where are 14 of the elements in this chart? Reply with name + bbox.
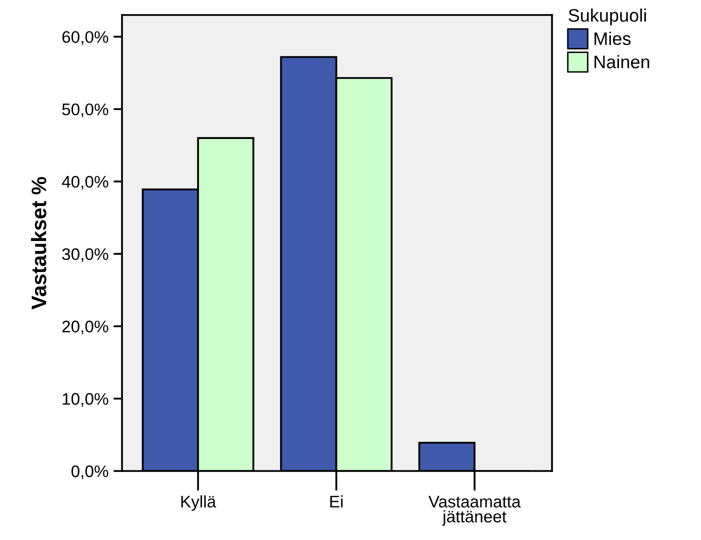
y-tick-label: 0,0%	[71, 465, 108, 480]
x-tick-label: Kyllä	[181, 495, 216, 511]
y-tick-label: 50,0%	[62, 103, 108, 118]
y-axis-title: Vastaukset %	[31, 176, 46, 310]
y-tick-label: 20,0%	[62, 320, 108, 334]
y-tick-label: 40,0%	[62, 176, 108, 190]
legend-label: Nainen	[594, 55, 650, 68]
legend-title: Sukupuoli	[568, 8, 646, 26]
x-tick-label: Ei	[330, 495, 343, 508]
x-tick-label: Vastaamatta jättäneet	[428, 496, 521, 526]
legend-label: Mies	[594, 32, 631, 46]
y-tick-label: 10,0%	[62, 393, 108, 407]
y-tick-label: 60,0%	[62, 31, 108, 45]
y-tick-label: 30,0%	[62, 248, 108, 262]
